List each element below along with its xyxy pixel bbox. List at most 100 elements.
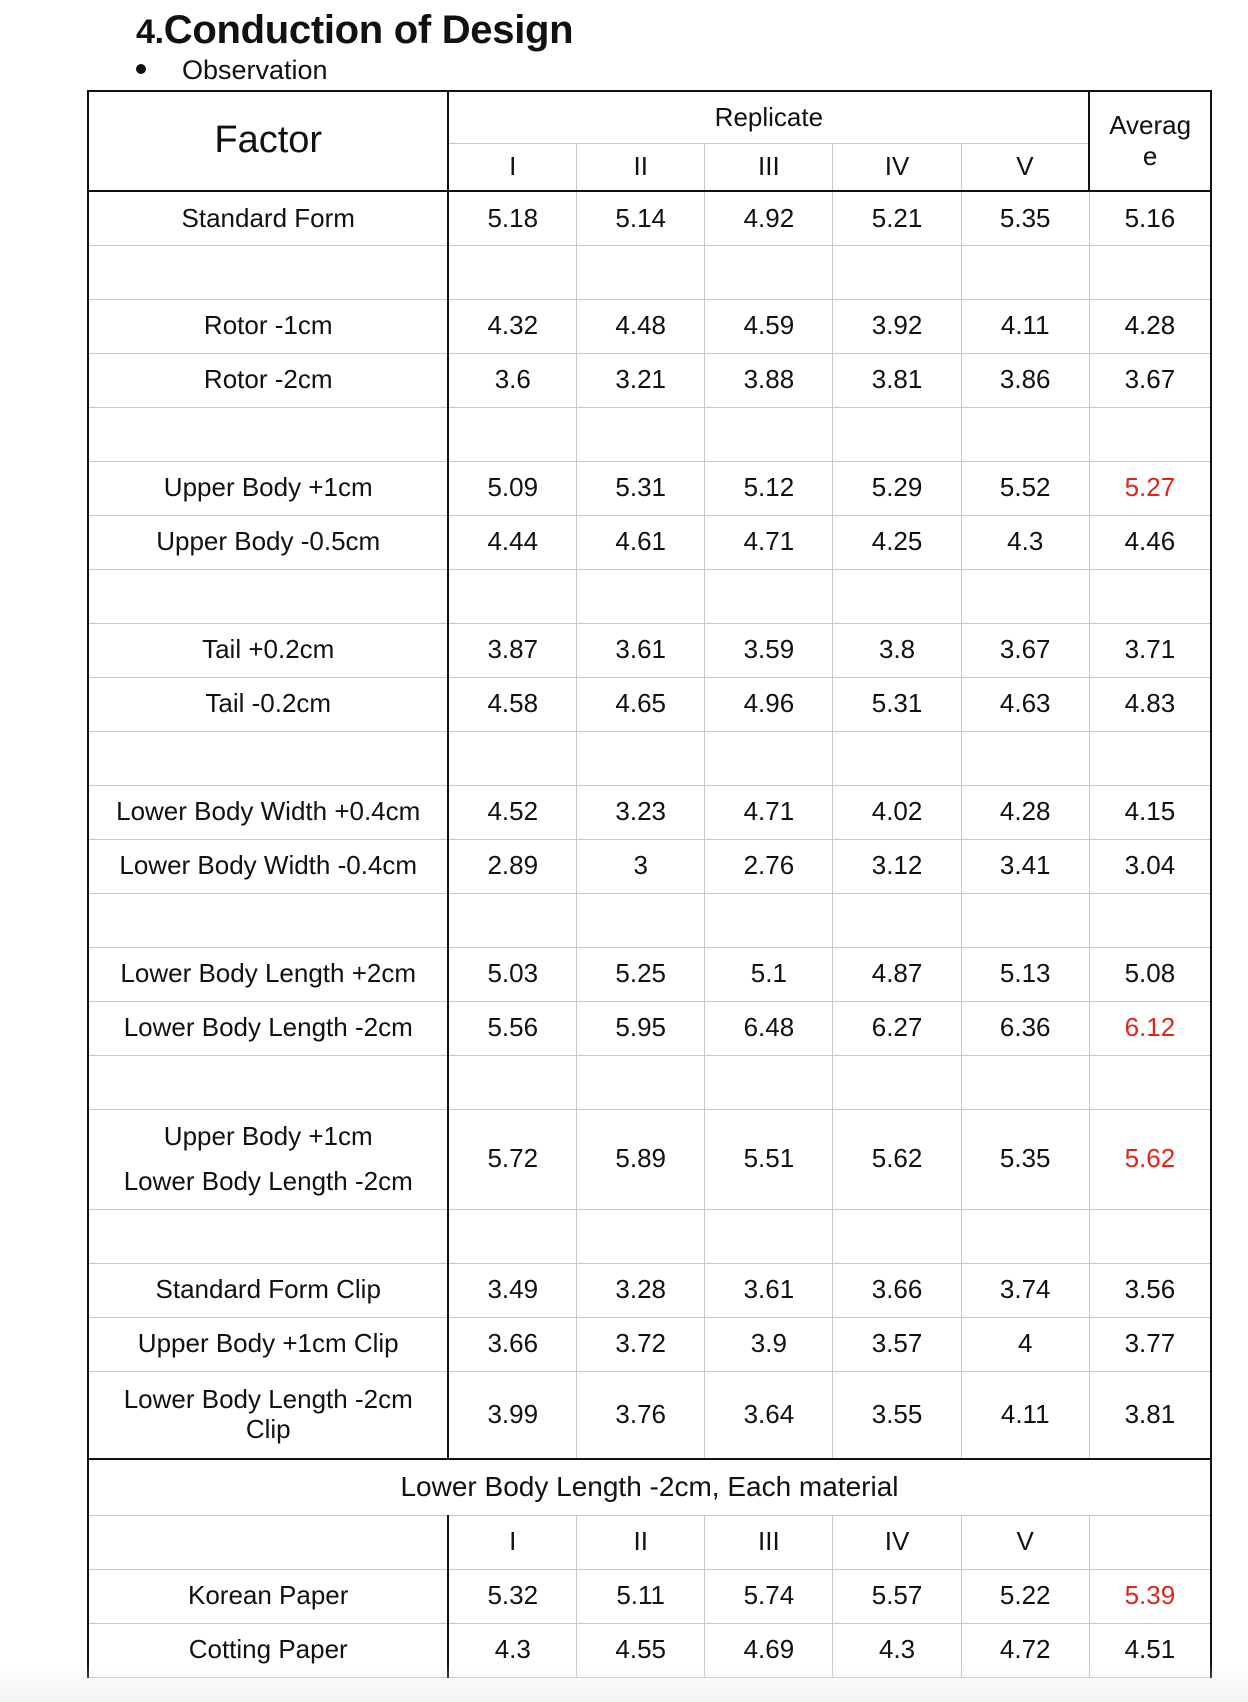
value-cell: 5.35 bbox=[960, 190, 1090, 246]
table-row: Lower Body Width -0.4cm 2.89 3 2.76 3.12… bbox=[86, 838, 1212, 894]
table-row: Upper Body +1cm 5.09 5.31 5.12 5.29 5.52… bbox=[86, 460, 1212, 516]
value-cell: 5.13 bbox=[960, 946, 1090, 1002]
factor-line: Lower Body Length -2cm bbox=[123, 1166, 413, 1196]
average-cell-highlight: 5.27 bbox=[1088, 460, 1212, 516]
value-cell: 3.49 bbox=[447, 1262, 578, 1318]
average-cell: 3.81 bbox=[1088, 1370, 1212, 1460]
material-col-2: II bbox=[576, 1514, 706, 1570]
value-cell: 2.89 bbox=[447, 838, 578, 894]
value-cell: 4.52 bbox=[447, 784, 578, 840]
value-cell: 3.41 bbox=[960, 838, 1090, 894]
material-section-title: Lower Body Length -2cm, Each material bbox=[87, 1458, 1212, 1516]
value-cell: 3.55 bbox=[832, 1370, 962, 1460]
value-cell: 4.71 bbox=[704, 514, 834, 570]
factor-cell: Standard Form bbox=[86, 190, 450, 246]
value-cell: 4.96 bbox=[704, 676, 834, 732]
value-cell: 3.67 bbox=[960, 622, 1090, 678]
value-cell: 5.18 bbox=[447, 190, 578, 246]
value-cell: 3 bbox=[576, 838, 706, 894]
value-cell: 5.1 bbox=[704, 946, 834, 1002]
average-cell-highlight: 5.62 bbox=[1088, 1108, 1212, 1210]
table-row: Lower Body Width +0.4cm 4.52 3.23 4.71 4… bbox=[86, 784, 1212, 840]
value-cell: 4.59 bbox=[704, 298, 834, 354]
table-row: Lower Body Length +2cm 5.03 5.25 5.1 4.8… bbox=[86, 946, 1212, 1002]
factor-cell: Tail +0.2cm bbox=[86, 622, 450, 678]
average-cell: 3.04 bbox=[1088, 838, 1212, 894]
value-cell: 3.86 bbox=[960, 352, 1090, 408]
table-row: Korean Paper 5.32 5.11 5.74 5.57 5.22 5.… bbox=[86, 1568, 1212, 1624]
spacer-row bbox=[86, 244, 1212, 300]
value-cell: 5.57 bbox=[832, 1568, 962, 1624]
value-cell: 5.21 bbox=[832, 190, 962, 246]
value-cell: 5.12 bbox=[704, 460, 834, 516]
replicate-col-3: III bbox=[704, 142, 834, 192]
value-cell: 4.3 bbox=[447, 1622, 578, 1678]
value-cell: 4.3 bbox=[832, 1622, 962, 1678]
value-cell: 4.92 bbox=[704, 190, 834, 246]
section-heading: 4.Conduction of Design bbox=[136, 8, 574, 53]
material-col-4: IV bbox=[832, 1514, 962, 1570]
value-cell: 4.11 bbox=[960, 1370, 1090, 1460]
value-cell: 5.56 bbox=[447, 1000, 578, 1056]
replicate-col-2: II bbox=[576, 142, 706, 192]
value-cell: 3.99 bbox=[447, 1370, 578, 1460]
factor-cell: Upper Body +1cm Lower Body Length -2cm bbox=[86, 1108, 450, 1210]
average-cell: 3.67 bbox=[1088, 352, 1212, 408]
factor-cell: Upper Body +1cm bbox=[86, 460, 450, 516]
factor-cell: Upper Body +1cm Clip bbox=[86, 1316, 450, 1372]
value-cell: 5.09 bbox=[447, 460, 578, 516]
factor-cell: Korean Paper bbox=[86, 1568, 450, 1624]
value-cell: 5.25 bbox=[576, 946, 706, 1002]
average-cell-highlight: 6.12 bbox=[1088, 1000, 1212, 1056]
value-cell: 5.22 bbox=[960, 1568, 1090, 1624]
factor-cell: Standard Form Clip bbox=[86, 1262, 450, 1318]
value-cell: 3.21 bbox=[576, 352, 706, 408]
value-cell: 5.51 bbox=[704, 1108, 834, 1210]
value-cell: 3.61 bbox=[576, 622, 706, 678]
value-cell: 4.44 bbox=[447, 514, 578, 570]
value-cell: 3.23 bbox=[576, 784, 706, 840]
value-cell: 5.11 bbox=[576, 1568, 706, 1624]
replicate-col-4: IV bbox=[832, 142, 962, 192]
average-header-line1: Averag bbox=[1109, 109, 1192, 140]
value-cell: 4.69 bbox=[704, 1622, 834, 1678]
spacer-row bbox=[86, 406, 1212, 462]
value-cell: 3.88 bbox=[704, 352, 834, 408]
bullet-label: Observation bbox=[182, 55, 328, 85]
value-cell: 4.58 bbox=[447, 676, 578, 732]
bullet-dot-icon bbox=[136, 63, 146, 74]
average-cell: 5.08 bbox=[1088, 946, 1212, 1002]
material-section-row: Lower Body Length -2cm, Each material bbox=[87, 1458, 1212, 1516]
value-cell: 2.76 bbox=[704, 838, 834, 894]
value-cell: 5.32 bbox=[447, 1568, 578, 1624]
table-row: Upper Body +1cm Clip 3.66 3.72 3.9 3.57 … bbox=[86, 1316, 1212, 1372]
average-cell: 3.56 bbox=[1088, 1262, 1212, 1318]
factor-cell: Lower Body Length -2cm Clip bbox=[86, 1370, 450, 1460]
section-number: 4. bbox=[136, 13, 164, 51]
replicate-header: Replicate bbox=[447, 90, 1090, 144]
value-cell: 4.61 bbox=[576, 514, 706, 570]
value-cell: 5.03 bbox=[447, 946, 578, 1002]
value-cell: 3.59 bbox=[704, 622, 834, 678]
table-row: Standard Form 5.18 5.14 4.92 5.21 5.35 5… bbox=[86, 190, 1212, 246]
value-cell: 4.48 bbox=[576, 298, 706, 354]
value-cell: 3.6 bbox=[447, 352, 578, 408]
average-cell: 4.46 bbox=[1088, 514, 1212, 570]
value-cell: 5.35 bbox=[960, 1108, 1090, 1210]
value-cell: 5.14 bbox=[576, 190, 706, 246]
value-cell: 5.31 bbox=[832, 676, 962, 732]
factor-line: Lower Body Length -2cm bbox=[123, 1383, 413, 1414]
value-cell: 4.28 bbox=[960, 784, 1090, 840]
average-cell: 4.51 bbox=[1088, 1622, 1212, 1678]
header-row: Factor Replicate Averag e bbox=[86, 90, 1212, 192]
average-cell: 3.77 bbox=[1088, 1316, 1212, 1372]
value-cell: 3.9 bbox=[704, 1316, 834, 1372]
value-cell: 4.3 bbox=[960, 514, 1090, 570]
replicate-col-5: V bbox=[960, 142, 1091, 192]
value-cell: 5.31 bbox=[576, 460, 706, 516]
value-cell: 3.61 bbox=[704, 1262, 834, 1318]
value-cell: 4.71 bbox=[704, 784, 834, 840]
value-cell: 3.64 bbox=[704, 1370, 834, 1460]
value-cell: 3.66 bbox=[447, 1316, 578, 1372]
table-row: Rotor -1cm 4.32 4.48 4.59 3.92 4.11 4.28 bbox=[86, 298, 1212, 354]
